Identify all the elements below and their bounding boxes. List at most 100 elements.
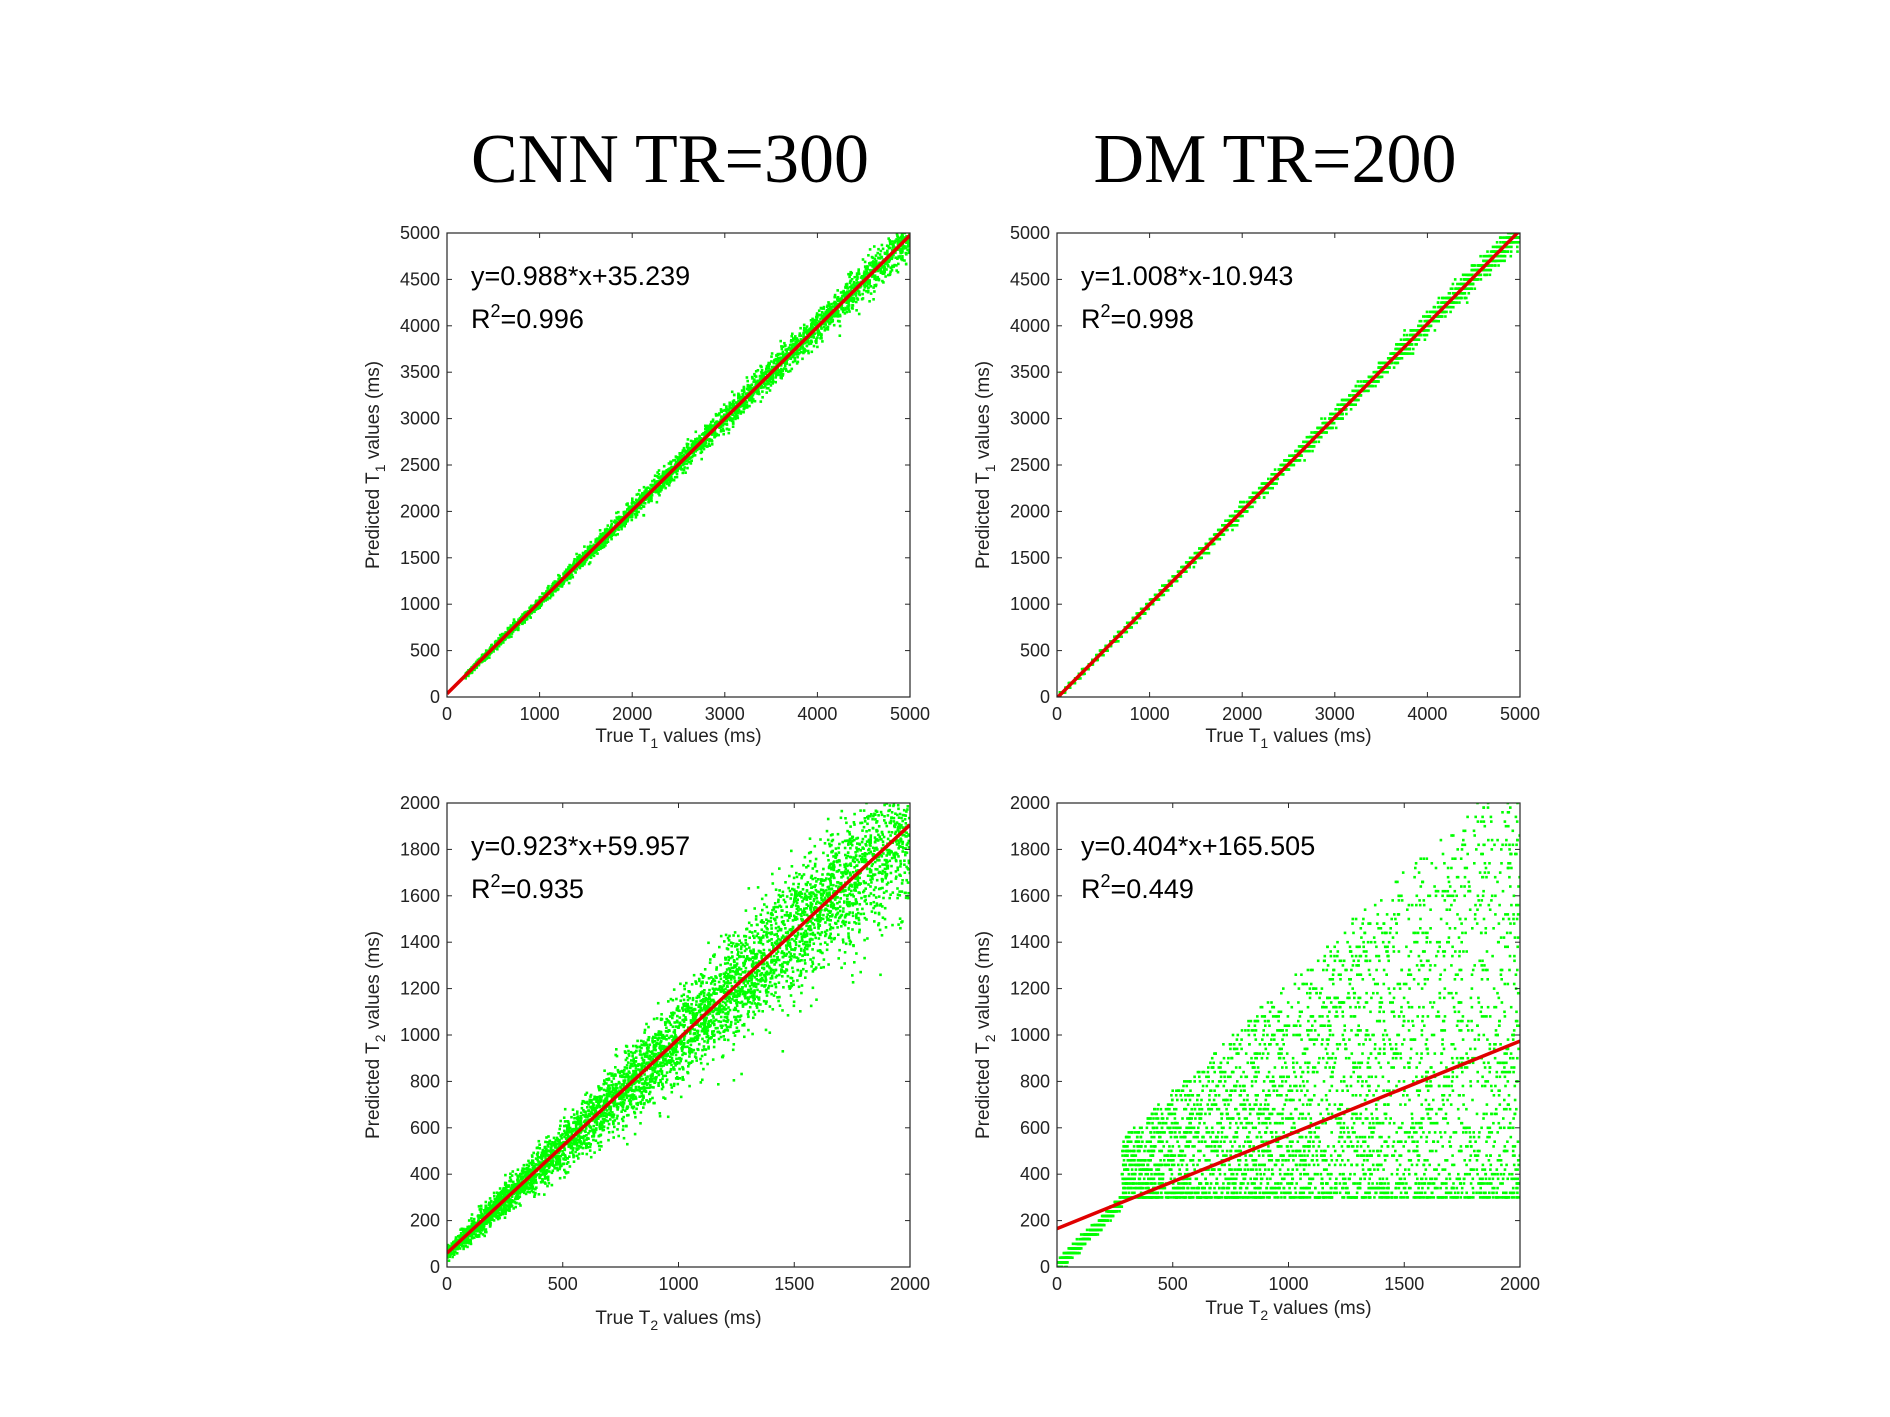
data-point <box>759 364 762 368</box>
data-point <box>656 490 659 493</box>
data-point <box>1334 408 1337 411</box>
data-point <box>693 454 697 457</box>
data-point <box>512 618 516 621</box>
data-point <box>1332 421 1336 425</box>
data-point <box>901 251 904 254</box>
data-point <box>693 440 696 444</box>
data-point <box>510 635 513 638</box>
data-point <box>704 444 708 448</box>
data-point <box>587 562 591 566</box>
data-point <box>824 327 827 331</box>
data-point <box>656 471 659 474</box>
data-point <box>833 293 837 297</box>
data-point <box>752 392 756 395</box>
data-point <box>687 450 690 454</box>
data-point <box>780 347 784 351</box>
data-point <box>638 489 641 492</box>
data-point <box>1282 473 1285 476</box>
data-point <box>790 367 794 371</box>
data-point <box>872 265 876 269</box>
data-point <box>669 462 673 466</box>
data-point <box>554 580 557 584</box>
data-point <box>885 252 888 256</box>
data-point <box>682 446 686 450</box>
data-point <box>737 410 741 413</box>
dm-column-title: DM TR=200 <box>1093 121 1457 198</box>
data-point <box>682 460 685 464</box>
data-point <box>1269 486 1272 490</box>
data-point <box>816 345 819 349</box>
data-point <box>1341 417 1344 420</box>
data-point <box>1451 287 1454 290</box>
data-point <box>646 486 649 489</box>
data-point <box>746 406 749 409</box>
data-point <box>760 370 763 374</box>
data-point <box>639 494 643 497</box>
data-point <box>578 557 581 561</box>
data-point <box>589 540 593 544</box>
data-point <box>848 289 851 293</box>
data-point <box>606 528 609 531</box>
data-point <box>727 431 731 435</box>
data-point <box>735 409 738 412</box>
data-point <box>552 581 555 585</box>
data-point <box>638 505 641 508</box>
data-point <box>698 434 701 438</box>
data-point <box>828 304 831 307</box>
data-point <box>510 632 514 635</box>
data-point <box>826 325 830 329</box>
data-point <box>896 243 900 246</box>
data-point <box>538 596 541 599</box>
data-point <box>873 260 877 264</box>
data-point <box>820 310 824 314</box>
data-point <box>754 375 758 378</box>
data-point <box>643 490 646 493</box>
data-point <box>589 544 592 548</box>
data-point <box>675 472 679 476</box>
data-point <box>687 446 690 450</box>
data-point <box>575 552 578 556</box>
data-point <box>517 628 520 632</box>
data-point <box>617 528 620 531</box>
data-point <box>1412 347 1415 351</box>
data-point <box>1162 593 1166 597</box>
data-point <box>610 534 614 537</box>
data-point <box>806 340 810 343</box>
data-point <box>680 467 683 471</box>
data-point <box>669 468 672 472</box>
data-point <box>884 261 887 264</box>
data-point <box>615 520 618 523</box>
data-point <box>828 311 831 314</box>
data-point <box>690 459 693 462</box>
data-point <box>819 317 822 321</box>
data-point <box>726 417 730 421</box>
data-point <box>887 237 890 240</box>
data-point <box>562 580 566 583</box>
data-point <box>775 354 778 357</box>
data-point <box>521 622 524 625</box>
data-point <box>888 258 891 262</box>
data-point <box>705 430 709 433</box>
data-point <box>885 244 889 247</box>
data-point <box>841 290 845 294</box>
data-point <box>610 519 613 523</box>
data-point <box>828 316 832 319</box>
data-point <box>803 341 807 345</box>
data-point <box>691 440 695 443</box>
data-point <box>717 433 720 437</box>
data-point <box>1497 264 1500 267</box>
y-tick-label: 1500 <box>400 548 440 568</box>
data-point <box>642 485 646 489</box>
data-point <box>500 632 504 636</box>
data-point <box>725 418 728 421</box>
data-point <box>1343 398 1347 402</box>
data-point <box>1307 435 1310 439</box>
data-point <box>1437 319 1440 323</box>
data-point <box>825 309 829 312</box>
data-point <box>825 305 829 309</box>
data-point <box>776 371 780 375</box>
data-point <box>763 381 766 385</box>
data-point <box>896 270 900 274</box>
data-point <box>675 456 678 459</box>
data-point <box>869 285 873 288</box>
